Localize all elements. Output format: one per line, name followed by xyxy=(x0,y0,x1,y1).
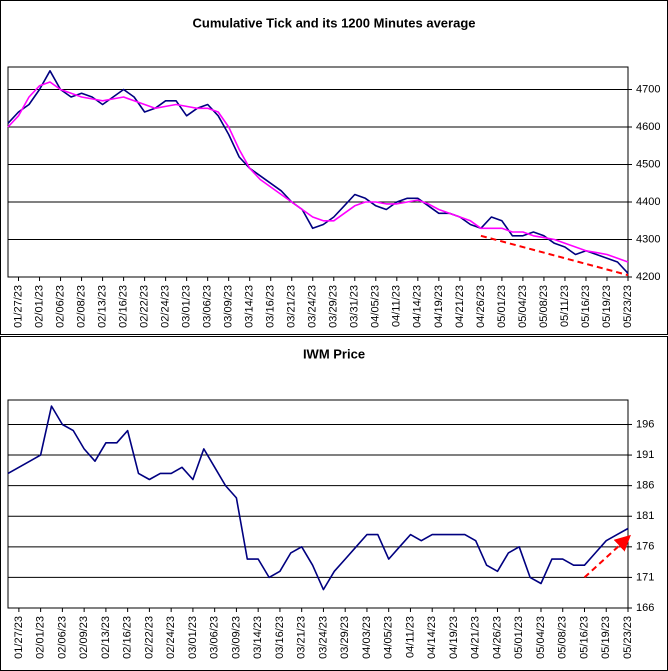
x-tick-label: 02/09/23 xyxy=(78,616,90,659)
x-tick-label: 05/19/23 xyxy=(601,285,613,328)
x-tick-label: 02/13/23 xyxy=(96,285,108,328)
x-tick-label: 03/21/23 xyxy=(286,285,298,328)
x-tick-label: 03/16/23 xyxy=(265,285,277,328)
x-tick-label: 04/19/23 xyxy=(433,285,445,328)
x-tick-label: 05/04/23 xyxy=(535,616,547,659)
x-tick-label: 02/01/23 xyxy=(33,285,45,328)
x-tick-label: 04/11/23 xyxy=(404,616,416,658)
x-tick-label: 04/05/23 xyxy=(370,285,382,328)
x-tick-label: 02/01/23 xyxy=(35,616,47,659)
x-tick-label: 02/22/23 xyxy=(139,285,151,328)
x-tick-label: 03/16/23 xyxy=(274,616,286,659)
x-tick-label: 04/26/23 xyxy=(491,616,503,659)
x-tick-label: 05/23/23 xyxy=(622,616,634,659)
x-tick-label: 03/09/23 xyxy=(230,616,242,659)
x-tick-label: 02/22/23 xyxy=(143,616,155,659)
y-tick-label: 4700 xyxy=(636,83,660,95)
x-tick-label: 02/13/23 xyxy=(100,616,112,659)
plot-area xyxy=(7,399,629,609)
x-tick-label: 05/01/23 xyxy=(513,616,525,659)
x-tick-label: 03/24/23 xyxy=(307,285,319,328)
x-tick-label: 03/01/23 xyxy=(187,616,199,659)
y-tick-label: 166 xyxy=(636,602,654,614)
x-tick-label: 03/09/23 xyxy=(223,285,235,328)
x-tick-label: 02/24/23 xyxy=(160,285,172,328)
x-tick-label: 05/08/23 xyxy=(538,285,550,328)
y-tick-label: 4500 xyxy=(636,158,660,170)
x-tick-label: 03/24/23 xyxy=(317,616,329,659)
y-tick-label: 4400 xyxy=(636,196,660,208)
x-tick-label: 02/24/23 xyxy=(165,616,177,659)
x-tick-label: 03/06/23 xyxy=(209,616,221,659)
y-tick-label: 4600 xyxy=(636,121,660,133)
y-tick-label: 4200 xyxy=(636,271,660,283)
x-tick-label: 05/04/23 xyxy=(517,285,529,328)
x-tick-label: 03/01/23 xyxy=(181,285,193,328)
chart-title: Cumulative Tick and its 1200 Minutes ave… xyxy=(193,15,476,30)
x-tick-label: 01/27/23 xyxy=(12,285,24,328)
x-tick-label: 02/06/23 xyxy=(56,616,68,659)
x-tick-label: 04/14/23 xyxy=(412,285,424,328)
chart-title: IWM Price xyxy=(303,346,365,361)
series-line xyxy=(7,70,629,274)
x-tick-label: 04/14/23 xyxy=(426,616,438,659)
x-tick-label: 01/27/23 xyxy=(13,616,25,659)
x-tick-label: 03/29/23 xyxy=(339,616,351,659)
trend-line xyxy=(480,234,629,277)
series-line xyxy=(7,405,629,591)
plot-area xyxy=(7,66,629,278)
x-tick-label: 05/16/23 xyxy=(578,616,590,659)
y-tick-label: 176 xyxy=(636,541,654,553)
x-tick-label: 03/14/23 xyxy=(244,285,256,328)
x-tick-label: 04/21/23 xyxy=(470,616,482,659)
x-tick-label: 02/16/23 xyxy=(122,616,134,659)
x-tick-label: 05/08/23 xyxy=(557,616,569,659)
x-tick-label: 04/21/23 xyxy=(454,285,466,328)
y-tick-label: 196 xyxy=(636,418,654,430)
x-tick-label: 03/06/23 xyxy=(202,285,214,328)
x-tick-label: 04/05/23 xyxy=(383,616,395,659)
x-tick-label: 03/21/23 xyxy=(296,616,308,659)
y-tick-label: 186 xyxy=(636,480,654,492)
y-tick-label: 171 xyxy=(636,571,654,583)
y-tick-label: 191 xyxy=(636,449,654,461)
x-tick-label: 02/08/23 xyxy=(75,285,87,328)
x-tick-label: 04/11/23 xyxy=(391,285,403,327)
y-tick-label: 4300 xyxy=(636,233,660,245)
x-tick-label: 02/16/23 xyxy=(117,285,129,328)
x-tick-label: 05/23/23 xyxy=(622,285,634,328)
x-tick-label: 05/11/23 xyxy=(559,285,571,327)
x-tick-label: 05/01/23 xyxy=(496,285,508,328)
x-tick-label: 03/29/23 xyxy=(328,285,340,328)
y-tick-label: 181 xyxy=(636,510,654,522)
x-tick-label: 05/19/23 xyxy=(600,616,612,659)
x-tick-label: 03/31/23 xyxy=(349,285,361,328)
x-tick-label: 02/06/23 xyxy=(54,285,66,328)
x-tick-label: 04/26/23 xyxy=(475,285,487,328)
x-tick-label: 04/03/23 xyxy=(361,616,373,659)
x-tick-label: 04/19/23 xyxy=(448,616,460,659)
series-line xyxy=(7,81,629,263)
x-tick-label: 03/14/23 xyxy=(252,616,264,659)
x-tick-label: 05/16/23 xyxy=(580,285,592,328)
